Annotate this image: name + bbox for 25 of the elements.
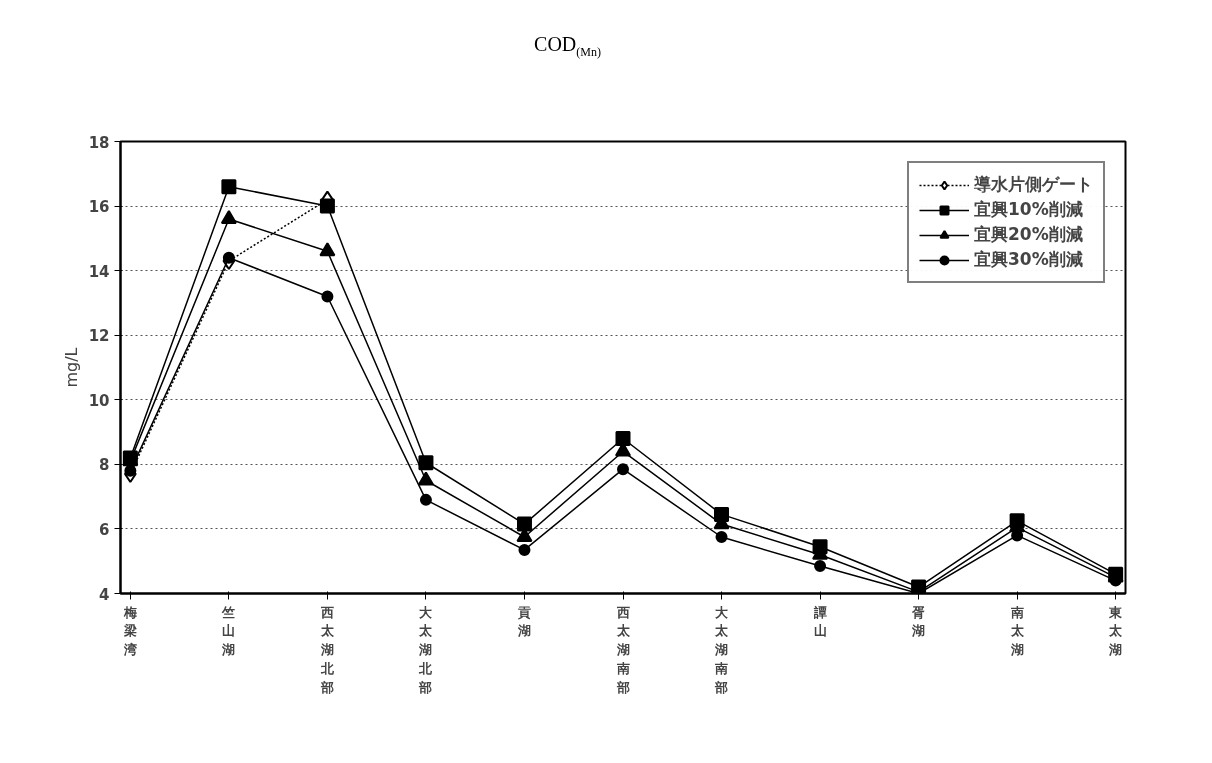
x-tick-label: 胥湖 bbox=[911, 604, 926, 639]
legend-label: 導水片側ゲート bbox=[974, 173, 1093, 196]
chart-title: COD$_{(Mn)}$ bbox=[533, 32, 602, 61]
x-tick-label: 竺山湖 bbox=[221, 604, 236, 657]
y-tick-label: 16 bbox=[88, 198, 110, 217]
y-tick-label: 8 bbox=[99, 456, 110, 475]
y-tick-label: 12 bbox=[88, 327, 110, 346]
legend-label: 宜興30%削減 bbox=[974, 248, 1083, 271]
x-tick-label: 梅梁湾 bbox=[122, 604, 137, 657]
x-tick-label: 西太湖南部 bbox=[615, 604, 631, 695]
x-tick-label: 東太湖 bbox=[1108, 604, 1124, 657]
x-tick-label: 譚山 bbox=[812, 604, 827, 639]
x-tick-label: 西太湖北部 bbox=[319, 604, 335, 695]
x-tick-label: 大太湖北部 bbox=[418, 604, 434, 695]
x-tick-label: 貢湖 bbox=[516, 604, 531, 639]
y-tick-label: 10 bbox=[88, 391, 110, 410]
y-tick-label: 6 bbox=[99, 520, 110, 539]
y-axis-title: mg/L bbox=[61, 347, 81, 388]
legend-label: 宜興20%削減 bbox=[974, 223, 1083, 246]
y-tick-label: 14 bbox=[88, 262, 110, 281]
y-tick-label: 18 bbox=[88, 133, 110, 152]
x-tick-label: 南太湖 bbox=[1009, 604, 1025, 657]
y-tick-label: 4 bbox=[99, 585, 110, 604]
legend-label: 宜興10%削減 bbox=[974, 198, 1083, 221]
x-tick-label: 大太湖南部 bbox=[714, 604, 730, 695]
